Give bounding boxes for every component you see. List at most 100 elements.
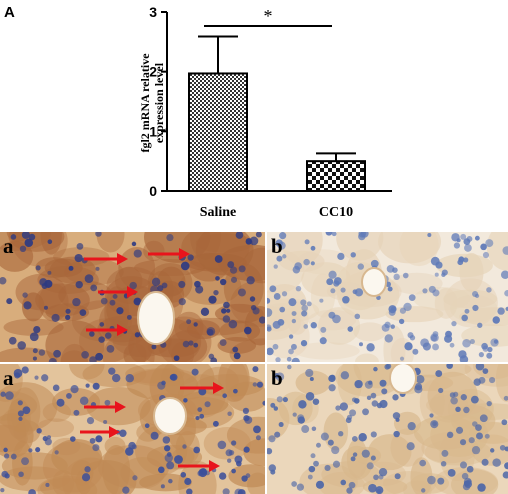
cell-nucleus	[373, 474, 379, 481]
bar-chart: 0 1 2 3 Saline CC10 *	[149, 4, 392, 220]
cell-nucleus	[288, 348, 294, 355]
cell-nucleus	[168, 478, 173, 484]
cell-nucleus	[35, 265, 41, 271]
cell-nucleus	[474, 235, 480, 241]
cell-nucleus	[477, 483, 486, 492]
cell-nucleus	[162, 436, 171, 444]
cell-nucleus	[384, 334, 393, 343]
red-arrow-head	[109, 426, 120, 438]
cell-nucleus	[348, 481, 356, 489]
cell-nucleus	[482, 251, 490, 259]
cell-nucleus	[226, 308, 231, 313]
cell-nucleus	[324, 464, 331, 472]
micrograph-b-a: a	[0, 232, 265, 362]
cell-nucleus	[256, 381, 264, 388]
cell-nucleus	[275, 357, 281, 362]
cell-nucleus	[92, 444, 100, 452]
cell-nucleus	[194, 280, 201, 288]
cytoplasm-stain	[130, 368, 197, 387]
cell-nucleus	[236, 460, 242, 467]
cell-nucleus	[28, 233, 36, 241]
cell-nucleus	[36, 428, 42, 434]
cell-nucleus	[242, 407, 250, 414]
micrograph-sublabel: b	[271, 366, 283, 390]
cell-nucleus	[358, 433, 367, 442]
cell-nucleus	[204, 401, 211, 408]
cell-nucleus	[378, 474, 384, 480]
cell-nucleus	[277, 241, 286, 250]
cytoplasm-stain	[434, 287, 458, 319]
cell-nucleus	[332, 314, 341, 324]
cell-nucleus	[430, 256, 440, 266]
cell-nucleus	[353, 398, 360, 404]
cell-nucleus	[95, 352, 104, 361]
cell-nucleus	[350, 252, 356, 258]
cell-nucleus	[354, 288, 364, 297]
cell-nucleus	[340, 287, 346, 293]
cell-nucleus	[235, 232, 244, 239]
cell-nucleus	[22, 292, 28, 298]
cell-nucleus	[5, 391, 14, 400]
cell-nucleus	[79, 396, 89, 406]
cell-nucleus	[477, 322, 483, 328]
cell-nucleus	[463, 406, 470, 414]
cell-nucleus	[486, 287, 492, 293]
cell-nucleus	[373, 366, 378, 372]
cell-nucleus	[193, 446, 201, 454]
cytoplasm-stain	[0, 424, 28, 453]
cell-nucleus	[278, 422, 284, 428]
cell-nucleus	[492, 316, 500, 324]
cell-nucleus	[292, 412, 297, 417]
cell-nucleus	[399, 356, 405, 361]
cell-nucleus	[45, 482, 50, 487]
cell-nucleus	[180, 261, 190, 271]
cell-nucleus	[35, 447, 41, 453]
cell-nucleus	[208, 295, 217, 304]
cell-nucleus	[421, 488, 426, 493]
cell-nucleus	[84, 274, 94, 283]
cytoplasm-stain	[98, 444, 170, 489]
cell-nucleus	[460, 233, 467, 240]
cytoplasm-stain	[353, 364, 402, 389]
cell-nucleus	[84, 466, 91, 473]
cell-nucleus	[122, 486, 130, 494]
cell-nucleus	[104, 399, 111, 406]
cell-nucleus	[446, 431, 454, 439]
cell-nucleus	[486, 400, 492, 407]
x-tick-label: CC10	[319, 205, 353, 220]
cell-nucleus	[470, 395, 479, 404]
cell-nucleus	[221, 308, 227, 314]
cell-nucleus	[269, 285, 277, 293]
cell-nucleus	[161, 282, 168, 289]
cell-nucleus	[361, 449, 370, 458]
cell-nucleus	[349, 409, 357, 417]
cytoplasm-stain	[378, 232, 442, 264]
cell-nucleus	[193, 322, 198, 327]
cell-nucleus	[493, 339, 499, 344]
cell-nucleus	[273, 293, 281, 300]
cell-nucleus	[342, 296, 350, 304]
y-tick-label: 3	[149, 4, 157, 20]
cell-nucleus	[432, 343, 439, 351]
cell-nucleus	[354, 379, 363, 389]
cell-nucleus	[368, 483, 377, 493]
cytoplasm-stain	[0, 466, 71, 492]
cell-nucleus	[267, 308, 273, 317]
cell-nucleus	[173, 355, 180, 362]
cell-nucleus	[438, 387, 444, 394]
cell-nucleus	[427, 233, 432, 238]
bar-cc10	[306, 160, 366, 193]
cell-nucleus	[482, 345, 489, 352]
micrograph-c-a: a	[0, 364, 265, 494]
cell-nucleus	[478, 352, 484, 358]
cell-nucleus	[119, 429, 127, 437]
cell-nucleus	[480, 243, 487, 251]
cell-nucleus	[222, 393, 228, 399]
cell-nucleus	[434, 272, 439, 277]
cell-nucleus	[81, 473, 91, 482]
cell-nucleus	[316, 442, 321, 448]
cell-nucleus	[432, 289, 440, 297]
micrograph-c-b: b	[267, 364, 508, 494]
cell-nucleus	[319, 298, 324, 303]
panel-a-letter: A	[4, 4, 15, 21]
